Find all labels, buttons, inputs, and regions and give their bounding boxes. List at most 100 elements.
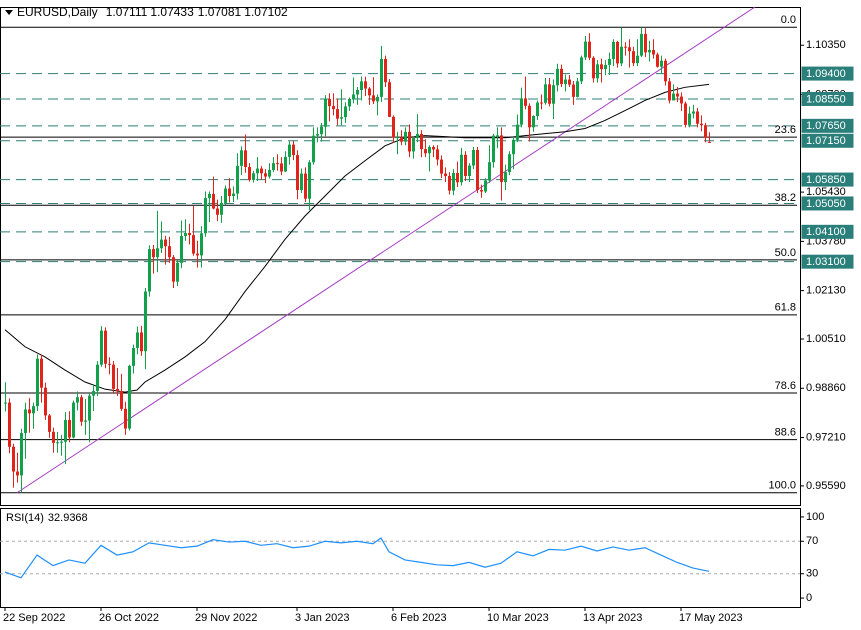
fib-label: 23.6 bbox=[775, 124, 796, 136]
candle-body bbox=[240, 150, 243, 166]
candle-body bbox=[252, 173, 255, 180]
candle-body bbox=[80, 397, 83, 422]
candle-body bbox=[544, 84, 547, 103]
candle-body bbox=[688, 113, 691, 125]
fib-label: 88.6 bbox=[775, 427, 796, 439]
candle-body bbox=[92, 390, 95, 396]
candle-body bbox=[488, 162, 491, 181]
level-label: 1.04100 bbox=[806, 226, 846, 238]
candle-body bbox=[316, 134, 319, 136]
candle-body bbox=[248, 167, 251, 180]
candle-body bbox=[432, 147, 435, 150]
candle-body bbox=[336, 109, 339, 119]
candle-body bbox=[444, 173, 447, 176]
candle-body bbox=[400, 137, 403, 142]
y-tick-label: 1.02130 bbox=[806, 285, 846, 297]
candle-body bbox=[620, 46, 623, 64]
candle-body bbox=[112, 364, 115, 389]
y-tick-label: 1.10350 bbox=[806, 39, 846, 51]
axes: 1.103501.087001.054301.037801.021301.005… bbox=[0, 14, 854, 624]
candle-body bbox=[500, 135, 503, 182]
candle-body bbox=[48, 415, 51, 432]
level-box bbox=[801, 66, 854, 81]
candle-body bbox=[232, 193, 235, 196]
candle-body bbox=[608, 58, 611, 65]
candle-body bbox=[352, 94, 355, 99]
candle-body bbox=[188, 233, 191, 236]
candle-body bbox=[8, 402, 11, 447]
rsi-tick-label: 30 bbox=[806, 568, 818, 580]
candle-body bbox=[556, 68, 559, 86]
candle-body bbox=[464, 154, 467, 176]
candle-body bbox=[664, 60, 667, 82]
candle-body bbox=[268, 170, 271, 177]
rsi-name: RSI(14) bbox=[6, 512, 44, 524]
level-box bbox=[801, 91, 854, 106]
candle-body bbox=[504, 172, 507, 182]
y-tick-label: 1.05430 bbox=[806, 186, 846, 198]
candle-body bbox=[412, 138, 415, 152]
candle-body bbox=[692, 111, 695, 114]
x-tick-label: 10 Mar 2023 bbox=[487, 612, 549, 624]
candle-body bbox=[644, 33, 647, 53]
x-tick-label: 22 Sep 2022 bbox=[3, 612, 65, 624]
candle-body bbox=[228, 188, 231, 196]
candle-body bbox=[284, 156, 287, 172]
candle-body bbox=[304, 173, 307, 199]
candle-body bbox=[384, 58, 387, 83]
candle-body bbox=[40, 358, 43, 388]
candle-body bbox=[148, 249, 151, 292]
level-label: 1.07150 bbox=[806, 135, 846, 147]
candle-body bbox=[460, 154, 463, 183]
candle-body bbox=[680, 96, 683, 104]
candle-body bbox=[328, 98, 331, 107]
candle-body bbox=[480, 190, 483, 192]
low-value: 1.07081 bbox=[198, 5, 242, 19]
candle-body bbox=[20, 433, 23, 476]
candle-body bbox=[440, 159, 443, 174]
candle-body bbox=[452, 173, 455, 191]
candle-body bbox=[244, 150, 247, 168]
candle-body bbox=[128, 365, 131, 429]
candle-body bbox=[372, 95, 375, 102]
candle-body bbox=[648, 49, 651, 53]
candle-body bbox=[448, 175, 451, 191]
candle-body bbox=[512, 139, 515, 155]
close-value: 1.07102 bbox=[244, 5, 288, 19]
candle-body bbox=[196, 253, 199, 256]
candle-body bbox=[520, 98, 523, 125]
candle-body bbox=[496, 135, 499, 137]
rsi-tick-label: 0 bbox=[806, 592, 812, 604]
candle-body bbox=[340, 117, 343, 119]
candle-body bbox=[492, 135, 495, 163]
x-tick-label: 13 Apr 2023 bbox=[583, 612, 642, 624]
candle-body bbox=[600, 64, 603, 70]
candle-body bbox=[324, 98, 327, 127]
candle-body bbox=[192, 235, 195, 254]
candle-body bbox=[296, 155, 299, 191]
candle-body bbox=[508, 154, 511, 173]
candle-body bbox=[320, 126, 323, 135]
candle-body bbox=[596, 64, 599, 79]
level-label: 1.05850 bbox=[806, 174, 846, 186]
candle-body bbox=[660, 60, 663, 67]
fib-label: 50.0 bbox=[775, 247, 796, 259]
candle-body bbox=[536, 102, 539, 116]
candle-body bbox=[132, 347, 135, 366]
candle-body bbox=[564, 79, 567, 85]
trendline bbox=[16, 7, 756, 494]
candle-body bbox=[524, 98, 527, 106]
candle-body bbox=[256, 168, 259, 174]
rsi-current: 32.9368 bbox=[48, 512, 88, 524]
header: EURUSD,Daily 1.07111 1.07433 1.07081 1.07102 bbox=[17, 5, 288, 19]
candle-body bbox=[428, 147, 431, 154]
candle-body bbox=[420, 133, 423, 150]
candle-body bbox=[424, 149, 427, 154]
candle-body bbox=[612, 41, 615, 59]
candle-body bbox=[656, 54, 659, 67]
candle-body bbox=[308, 162, 311, 199]
price-pane bbox=[0, 7, 801, 506]
candle-body bbox=[24, 409, 27, 434]
candle-body bbox=[236, 165, 239, 194]
level-box bbox=[801, 196, 854, 211]
